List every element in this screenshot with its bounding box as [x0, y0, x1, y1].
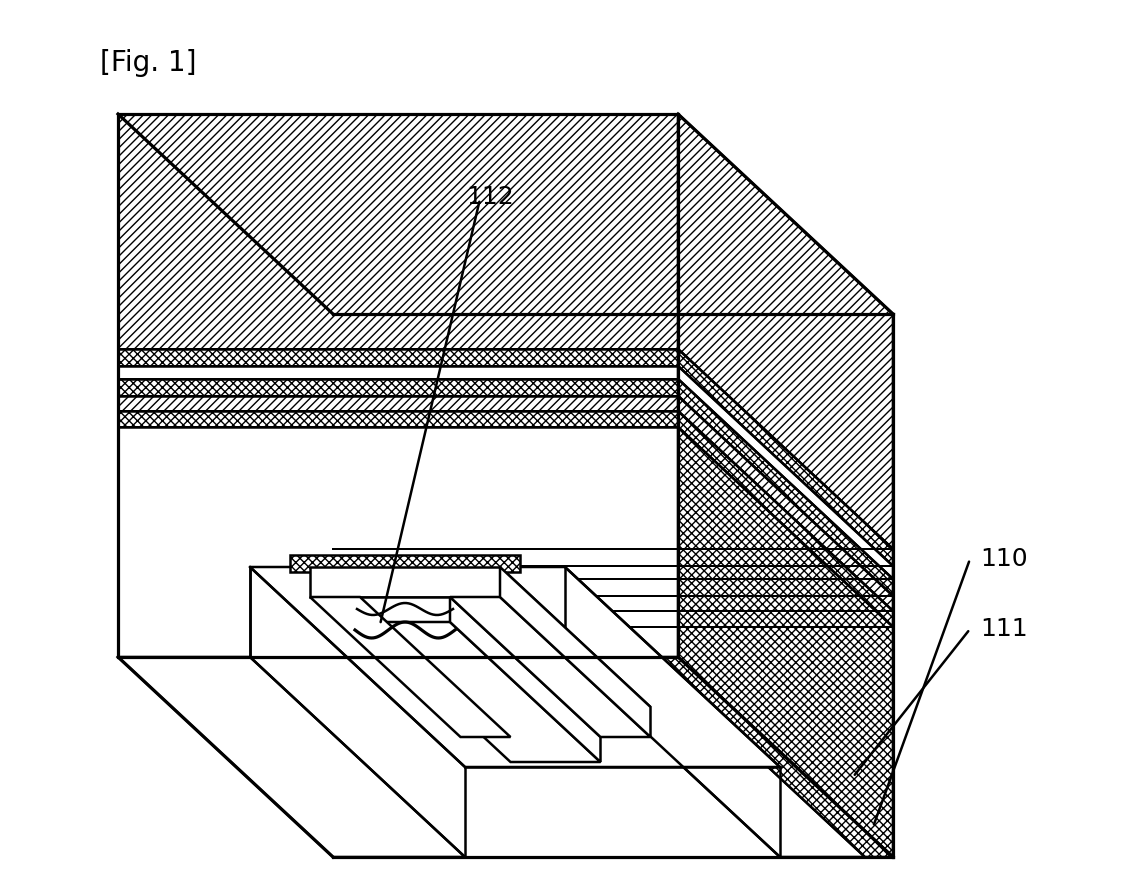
- Polygon shape: [678, 427, 893, 857]
- Polygon shape: [360, 597, 450, 622]
- Text: 110: 110: [980, 547, 1028, 571]
- Polygon shape: [678, 349, 893, 566]
- Polygon shape: [310, 597, 511, 737]
- Polygon shape: [118, 379, 678, 396]
- Polygon shape: [290, 555, 520, 572]
- Polygon shape: [450, 597, 600, 762]
- Text: 111: 111: [980, 617, 1028, 641]
- Polygon shape: [118, 349, 678, 366]
- Polygon shape: [118, 396, 678, 411]
- Polygon shape: [678, 411, 893, 627]
- Polygon shape: [118, 366, 678, 379]
- Polygon shape: [678, 366, 893, 579]
- Polygon shape: [360, 622, 600, 762]
- Polygon shape: [250, 567, 780, 767]
- Text: 112: 112: [466, 185, 514, 209]
- Polygon shape: [118, 114, 678, 349]
- Polygon shape: [678, 114, 893, 549]
- Polygon shape: [310, 567, 650, 707]
- Polygon shape: [310, 567, 500, 597]
- Polygon shape: [650, 657, 893, 857]
- Polygon shape: [450, 597, 650, 737]
- Polygon shape: [118, 411, 678, 427]
- Polygon shape: [565, 657, 864, 857]
- Polygon shape: [678, 379, 893, 596]
- Polygon shape: [118, 657, 465, 857]
- Polygon shape: [678, 396, 893, 611]
- Polygon shape: [500, 567, 650, 737]
- Text: [Fig. 1]: [Fig. 1]: [100, 49, 196, 77]
